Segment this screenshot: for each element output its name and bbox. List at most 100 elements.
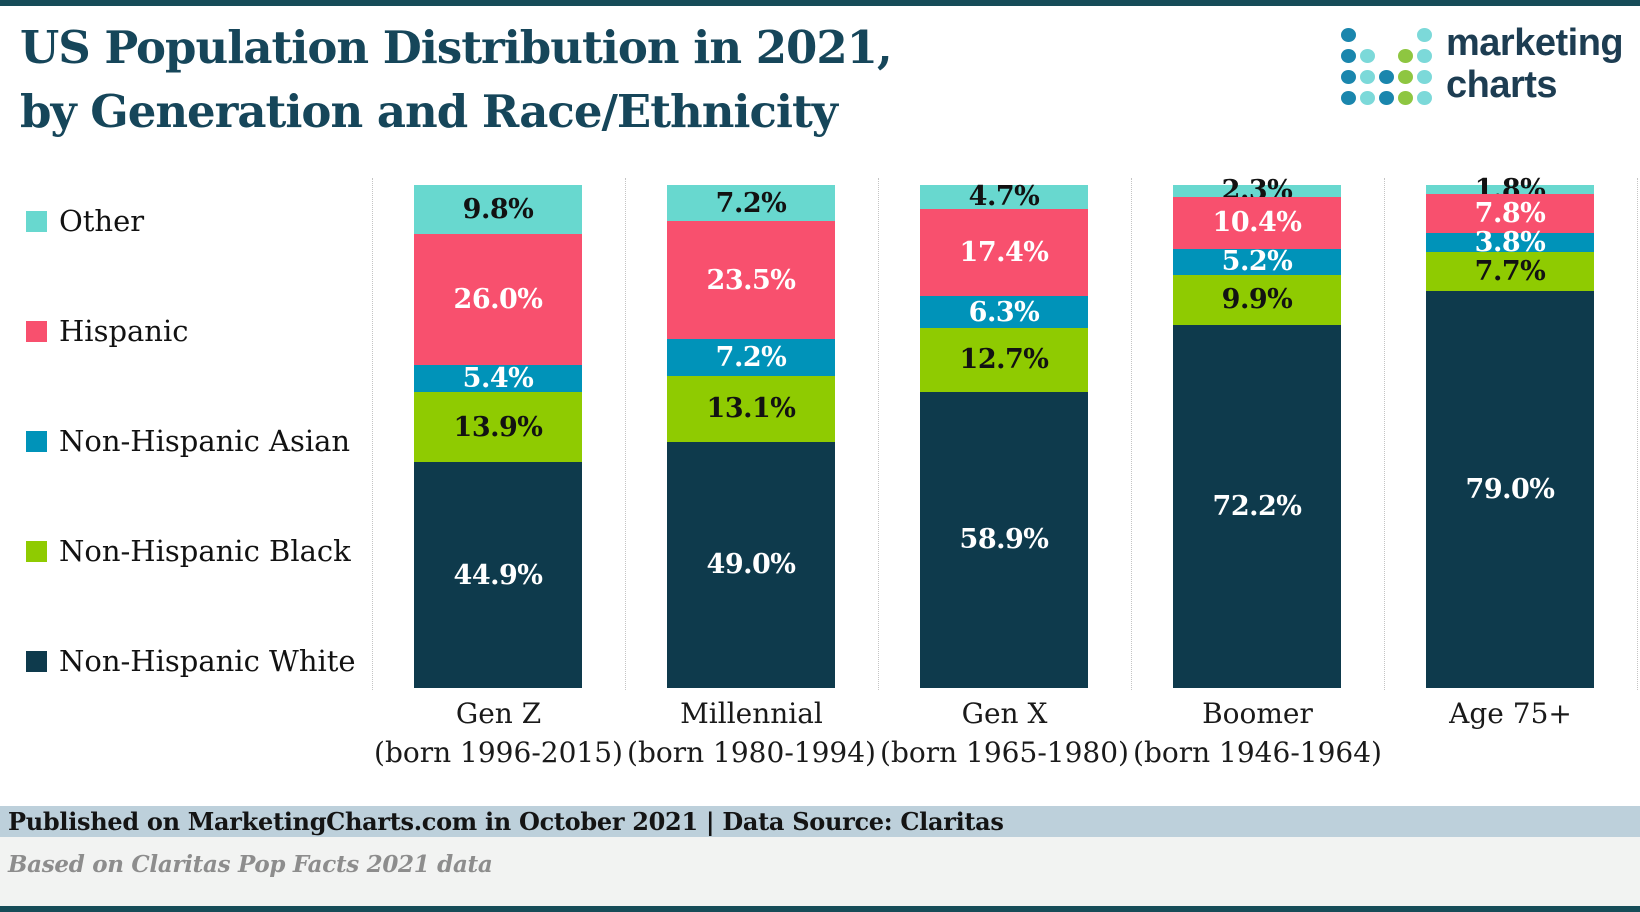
logo-dot-icon <box>1417 91 1432 105</box>
legend-label: Non-Hispanic White <box>59 644 356 678</box>
plot-area: 9.8% 26.0% 5.4% 13.9% 44.9% Gen Z (born 1996-2… <box>372 174 1638 778</box>
legend-item-other: Other <box>26 204 144 238</box>
segment-gen-z-non-hispanic-black: 13.9% <box>414 392 582 463</box>
logo-wordmark: marketing charts <box>1446 22 1624 106</box>
segment-millennial-hispanic: 23.5% <box>667 221 835 340</box>
segment-gen-x-hispanic: 17.4% <box>920 208 1088 297</box>
segment-value-label: 4.7% <box>968 181 1040 213</box>
legend-swatch-icon <box>26 430 47 452</box>
segment-age-75-other: 1.8% <box>1426 174 1594 205</box>
segment-value-label: 6.3% <box>968 296 1040 328</box>
segment-value-label: 26.0% <box>453 284 543 316</box>
legend-label: Hispanic <box>59 314 189 348</box>
logo-dot-icon <box>1379 91 1394 105</box>
column-separator-line <box>1131 178 1132 690</box>
marketingcharts-logo: marketing charts <box>1341 22 1640 124</box>
column-separator-line <box>625 178 626 690</box>
legend-item-non-hispanic-white: Non-Hispanic White <box>26 644 356 678</box>
segment-value-label: 17.4% <box>959 236 1049 268</box>
axis-label-line-2: (born 1980-1994) <box>627 736 876 769</box>
segment-value-label: 9.9% <box>1221 284 1293 316</box>
column-separator-line <box>1384 178 1385 690</box>
segment-age-75-non-hispanic-white: 79.0% <box>1426 291 1594 689</box>
column-separator-line <box>372 178 373 690</box>
bar-gen-z: 9.8% 26.0% 5.4% 13.9% 44.9% <box>414 185 582 688</box>
logo-dot-icon <box>1398 70 1413 84</box>
segment-millennial-non-hispanic-white: 49.0% <box>667 441 835 688</box>
logo-dot-icon <box>1341 70 1356 84</box>
segment-value-label: 12.7% <box>959 344 1049 376</box>
logo-dot-icon <box>1360 70 1375 84</box>
logo-dot-icon <box>1417 70 1432 84</box>
logo-dot-icon <box>1341 49 1356 63</box>
legend-item-hispanic: Hispanic <box>26 314 189 348</box>
axis-label-line-2: (born 1946-1964) <box>1133 736 1382 769</box>
segment-gen-z-non-hispanic-white: 44.9% <box>414 462 582 688</box>
segment-gen-x-non-hispanic-asian: 6.3% <box>920 296 1088 328</box>
segment-gen-z-non-hispanic-asian: 5.4% <box>414 363 582 394</box>
segment-boomer-non-hispanic-white: 72.2% <box>1173 324 1341 688</box>
legend-swatch-icon <box>26 210 47 232</box>
segment-millennial-other: 7.2% <box>667 185 835 222</box>
source-note: Based on Claritas Pop Facts 2021 data <box>8 851 493 878</box>
segment-value-label: 72.2% <box>1212 490 1302 522</box>
axis-label-line-1: Gen Z <box>455 697 542 730</box>
legend-label: Non-Hispanic Asian <box>59 424 351 458</box>
segment-value-label: 7.2% <box>715 187 787 219</box>
axis-label-millennial: Millennial (born 1980-1994) <box>625 694 878 772</box>
segment-value-label: 79.0% <box>1465 474 1555 506</box>
segment-boomer-hispanic: 10.4% <box>1173 196 1341 249</box>
segment-value-label: 5.2% <box>1221 246 1293 278</box>
column-separator-line <box>878 178 879 690</box>
segment-boomer-non-hispanic-asian: 5.2% <box>1173 246 1341 278</box>
axis-label-age-75: Age 75+ <box>1384 694 1637 733</box>
logo-dot-icon <box>1379 70 1394 84</box>
title-line-1: US Population Distribution in 2021, <box>20 21 893 74</box>
segment-age-75-non-hispanic-asian: 3.8% <box>1426 227 1594 258</box>
axis-label-line-1: Gen X <box>961 697 1048 730</box>
published-line: Published on MarketingCharts.com in Octo… <box>8 807 1004 836</box>
segment-value-label: 7.7% <box>1474 256 1546 288</box>
segment-value-label: 23.5% <box>706 264 796 296</box>
logo-dot-matrix-icon <box>1341 28 1436 108</box>
logo-dot-icon <box>1398 91 1413 105</box>
segment-value-label: 7.2% <box>715 342 787 373</box>
axis-label-line-2: (born 1965-1980) <box>880 736 1129 769</box>
segment-gen-z-hispanic: 26.0% <box>414 234 582 366</box>
segment-gen-x-other: 4.7% <box>920 181 1088 212</box>
axis-label-boomer: Boomer (born 1946-1964) <box>1131 694 1384 772</box>
page-title: US Population Distribution in 2021, by G… <box>20 16 893 144</box>
segment-millennial-non-hispanic-black: 13.1% <box>667 375 835 442</box>
legend-item-non-hispanic-asian: Non-Hispanic Asian <box>26 424 350 458</box>
legend-swatch-icon <box>26 540 47 562</box>
segment-value-label: 9.8% <box>462 194 534 226</box>
bar-gen-x: 4.7% 17.4% 6.3% 12.7% 58.9% <box>920 181 1088 688</box>
segment-value-label: 44.9% <box>453 559 543 591</box>
published-band: Published on MarketingCharts.com in Octo… <box>0 806 1640 837</box>
bar-millennial: 7.2% 23.5% 7.2% 13.1% 49.0% <box>667 185 835 688</box>
segment-value-label: 7.8% <box>1474 198 1546 230</box>
legend-label: Other <box>59 204 145 238</box>
segment-gen-x-non-hispanic-black: 12.7% <box>920 327 1088 392</box>
legend-label: Non-Hispanic Black <box>59 534 351 568</box>
logo-dot-icon <box>1341 28 1356 42</box>
axis-label-line-1: Boomer <box>1202 697 1313 730</box>
axis-label-gen-z: Gen Z (born 1996-2015) <box>372 694 625 772</box>
segment-millennial-non-hispanic-asian: 7.2% <box>667 339 835 376</box>
logo-text-line-2: charts <box>1446 64 1558 106</box>
segment-boomer-non-hispanic-black: 9.9% <box>1173 275 1341 325</box>
segment-value-label: 49.0% <box>706 549 796 581</box>
legend-item-non-hispanic-black: Non-Hispanic Black <box>26 534 351 568</box>
axis-label-gen-x: Gen X (born 1965-1980) <box>878 694 1131 772</box>
segment-value-label: 10.4% <box>1212 207 1302 239</box>
bottom-border-rule <box>0 906 1640 912</box>
axis-label-line-2: (born 1996-2015) <box>374 736 623 769</box>
segment-gen-x-non-hispanic-white: 58.9% <box>920 391 1088 688</box>
logo-dot-icon <box>1360 91 1375 105</box>
logo-dot-icon <box>1417 49 1432 63</box>
segment-boomer-other: 2.3% <box>1173 175 1341 206</box>
segment-age-75-non-hispanic-black: 7.7% <box>1426 252 1594 292</box>
segment-value-label: 13.1% <box>706 393 796 425</box>
column-separator-line <box>1637 178 1638 690</box>
